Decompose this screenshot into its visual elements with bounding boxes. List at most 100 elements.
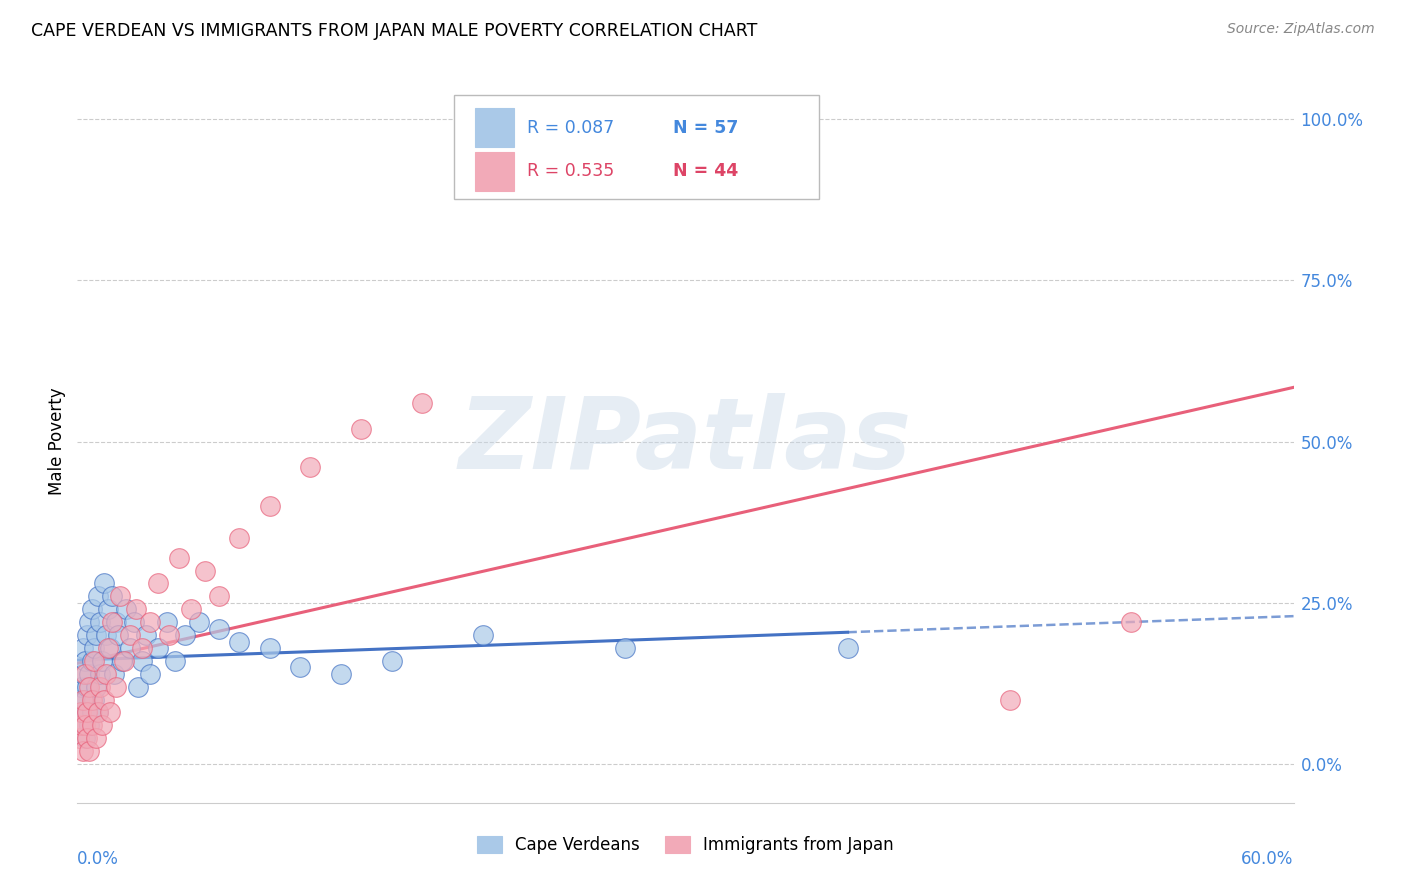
Point bbox=[194, 564, 217, 578]
Point bbox=[76, 706, 98, 720]
Point bbox=[148, 576, 170, 591]
Point bbox=[125, 602, 148, 616]
Point bbox=[208, 590, 231, 604]
Point bbox=[380, 654, 402, 668]
Point bbox=[76, 628, 98, 642]
Text: N = 44: N = 44 bbox=[673, 162, 738, 180]
Point bbox=[103, 666, 125, 681]
Point bbox=[75, 654, 97, 668]
Point bbox=[148, 640, 170, 655]
Point bbox=[67, 731, 90, 746]
FancyBboxPatch shape bbox=[454, 95, 820, 200]
Point bbox=[79, 744, 101, 758]
Point bbox=[104, 680, 127, 694]
Point bbox=[86, 590, 108, 604]
Point bbox=[80, 602, 103, 616]
Point bbox=[70, 706, 93, 720]
Point bbox=[180, 602, 202, 616]
Point bbox=[90, 654, 112, 668]
Text: 60.0%: 60.0% bbox=[1241, 850, 1294, 868]
Point bbox=[90, 718, 112, 732]
Point bbox=[471, 628, 494, 642]
Point bbox=[104, 615, 127, 630]
Point bbox=[75, 692, 97, 706]
Bar bbox=[475, 108, 515, 147]
Point bbox=[139, 666, 162, 681]
Point bbox=[83, 692, 105, 706]
Point bbox=[111, 654, 134, 668]
Point bbox=[115, 602, 138, 616]
Point bbox=[76, 680, 98, 694]
Point bbox=[80, 654, 103, 668]
Point bbox=[107, 628, 129, 642]
Point bbox=[75, 718, 97, 732]
Point bbox=[83, 640, 105, 655]
Point bbox=[411, 396, 433, 410]
Point bbox=[86, 706, 108, 720]
Point bbox=[89, 680, 111, 694]
Point bbox=[122, 615, 145, 630]
Point bbox=[188, 615, 211, 630]
Point bbox=[76, 706, 98, 720]
Point bbox=[79, 615, 101, 630]
Point bbox=[167, 550, 190, 565]
Point bbox=[75, 666, 97, 681]
Text: Source: ZipAtlas.com: Source: ZipAtlas.com bbox=[1227, 22, 1375, 37]
Text: 0.0%: 0.0% bbox=[77, 850, 120, 868]
Y-axis label: Male Poverty: Male Poverty bbox=[48, 388, 66, 495]
Point bbox=[80, 718, 103, 732]
Point bbox=[70, 706, 93, 720]
Point bbox=[127, 680, 149, 694]
Point bbox=[329, 666, 352, 681]
Point bbox=[350, 422, 373, 436]
Point bbox=[228, 531, 250, 545]
Point bbox=[208, 622, 231, 636]
Point bbox=[94, 628, 117, 642]
Point bbox=[101, 590, 124, 604]
Point bbox=[86, 706, 108, 720]
Bar bbox=[475, 152, 515, 192]
Point bbox=[84, 628, 107, 642]
Text: N = 57: N = 57 bbox=[673, 119, 738, 136]
Point bbox=[97, 602, 120, 616]
Point bbox=[108, 590, 131, 604]
Text: ZIPatlas: ZIPatlas bbox=[458, 393, 912, 490]
Point bbox=[72, 718, 94, 732]
Point bbox=[93, 576, 115, 591]
Point bbox=[76, 731, 98, 746]
Point bbox=[155, 615, 177, 630]
Point bbox=[837, 640, 859, 655]
Point bbox=[139, 615, 162, 630]
Point bbox=[83, 654, 105, 668]
Text: CAPE VERDEAN VS IMMIGRANTS FROM JAPAN MALE POVERTY CORRELATION CHART: CAPE VERDEAN VS IMMIGRANTS FROM JAPAN MA… bbox=[31, 22, 758, 40]
Point bbox=[998, 692, 1021, 706]
Point bbox=[79, 680, 101, 694]
Point bbox=[118, 640, 141, 655]
Point bbox=[84, 731, 107, 746]
Point bbox=[94, 666, 117, 681]
Point bbox=[93, 692, 115, 706]
Point bbox=[79, 666, 101, 681]
Legend: Cape Verdeans, Immigrants from Japan: Cape Verdeans, Immigrants from Japan bbox=[470, 830, 901, 861]
Point bbox=[67, 692, 90, 706]
Point bbox=[80, 706, 103, 720]
Point bbox=[80, 692, 103, 706]
Point bbox=[290, 660, 312, 674]
Point bbox=[131, 654, 153, 668]
Point bbox=[112, 654, 135, 668]
Point bbox=[72, 692, 94, 706]
Point bbox=[613, 640, 636, 655]
Point bbox=[97, 640, 120, 655]
Point bbox=[72, 666, 94, 681]
Text: R = 0.087: R = 0.087 bbox=[527, 119, 614, 136]
Point bbox=[98, 640, 121, 655]
Point bbox=[70, 680, 93, 694]
Point bbox=[75, 731, 97, 746]
Point bbox=[101, 615, 124, 630]
Point bbox=[135, 628, 157, 642]
Point bbox=[79, 718, 101, 732]
Point bbox=[98, 706, 121, 720]
Point bbox=[228, 634, 250, 648]
Point bbox=[84, 680, 107, 694]
Point bbox=[299, 460, 322, 475]
